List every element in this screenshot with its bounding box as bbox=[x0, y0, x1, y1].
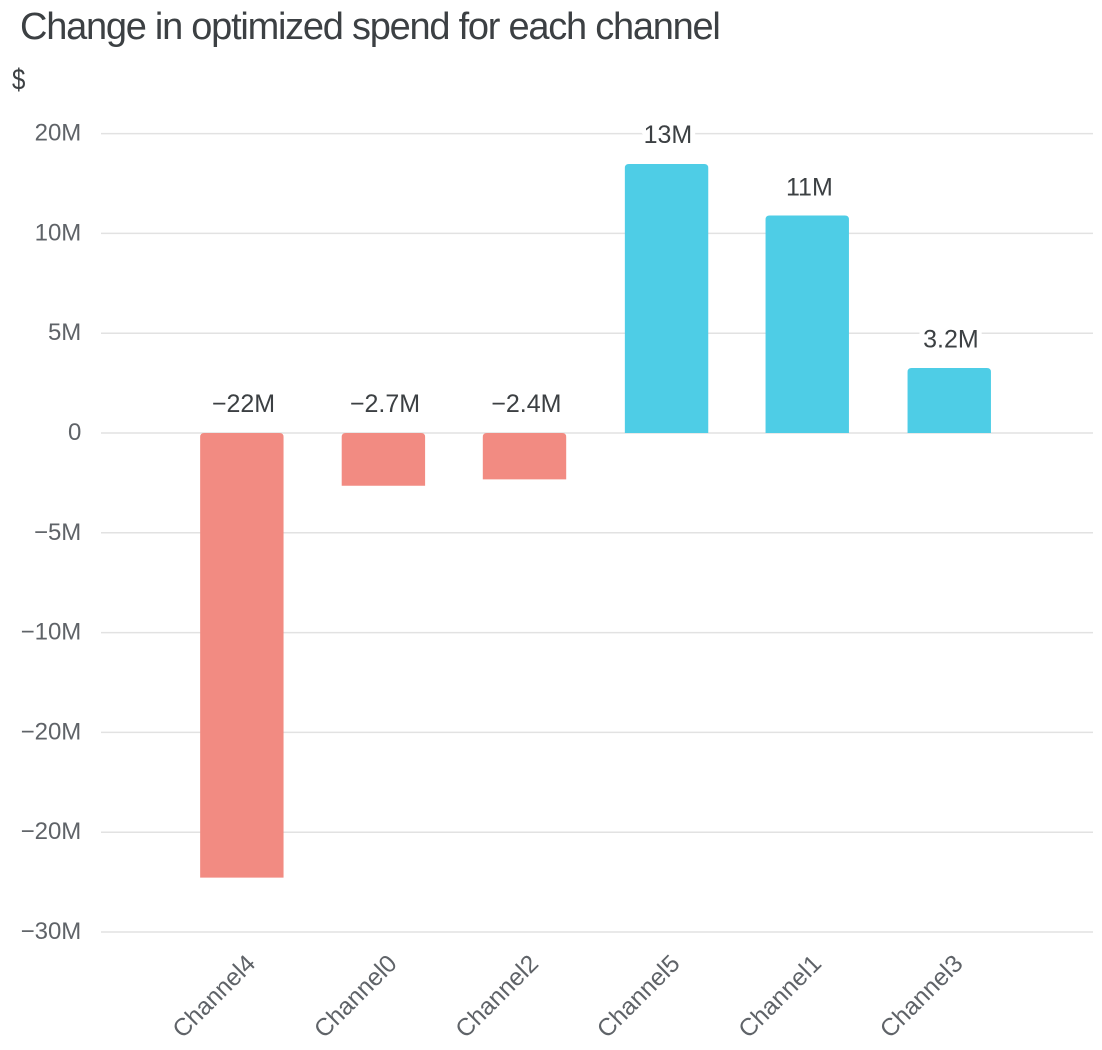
svg-text:13M: 13M bbox=[644, 121, 693, 149]
svg-text:0: 0 bbox=[68, 419, 81, 446]
svg-text:5M: 5M bbox=[48, 319, 81, 346]
svg-text:−30M: −30M bbox=[21, 918, 82, 945]
svg-text:−2.4M: −2.4M bbox=[491, 390, 561, 418]
svg-text:3.2M: 3.2M bbox=[923, 325, 979, 353]
svg-text:−10M: −10M bbox=[21, 619, 82, 646]
svg-text:Change in optimized spend for: Change in optimized spend for each chann… bbox=[20, 6, 720, 48]
svg-text:−2.7M: −2.7M bbox=[350, 390, 420, 418]
svg-text:10M: 10M bbox=[35, 219, 82, 246]
svg-text:−22M: −22M bbox=[212, 390, 275, 418]
svg-text:$: $ bbox=[12, 62, 25, 96]
svg-text:20M: 20M bbox=[35, 120, 82, 147]
svg-text:−20M: −20M bbox=[21, 818, 82, 845]
svg-text:−20M: −20M bbox=[21, 718, 82, 745]
svg-text:−5M: −5M bbox=[34, 519, 81, 546]
svg-text:11M: 11M bbox=[786, 173, 833, 201]
